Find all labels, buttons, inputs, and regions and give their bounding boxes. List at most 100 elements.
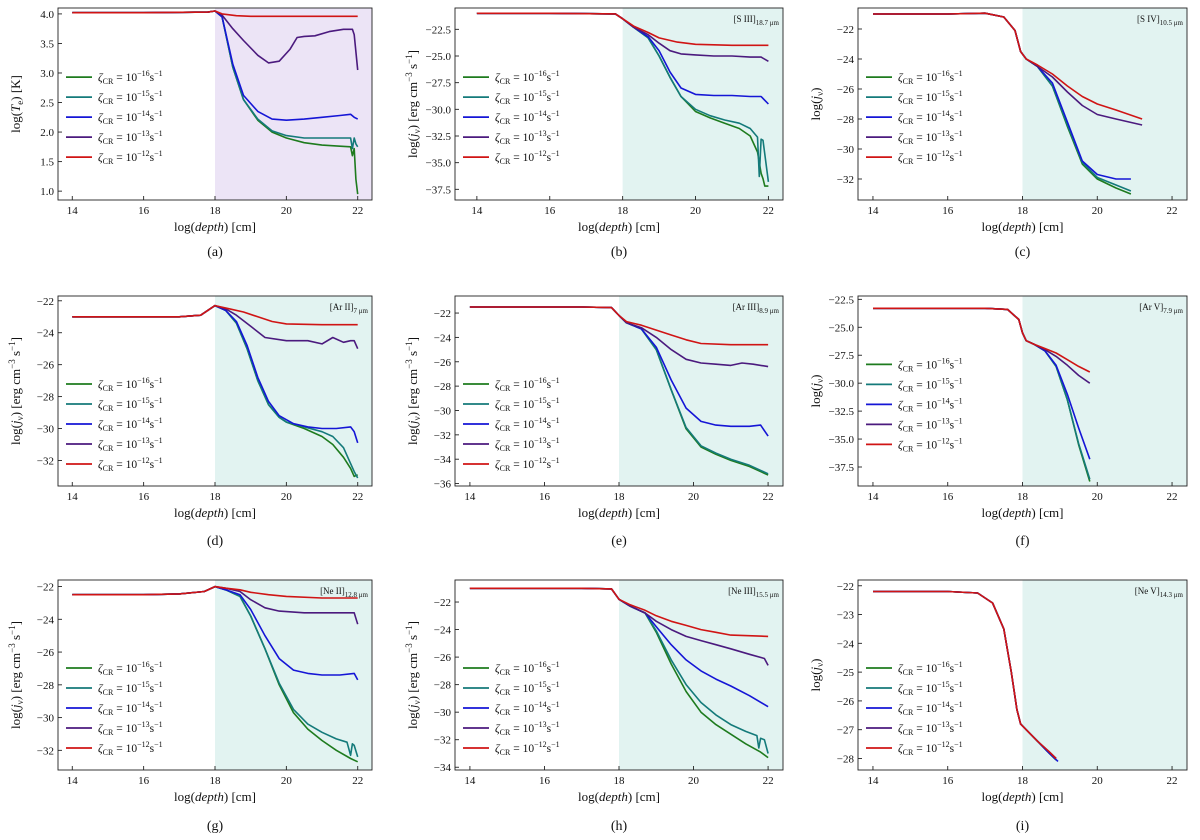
panel-letter: (b): [611, 245, 628, 260]
y-tick-label: −25.0: [829, 322, 855, 334]
emission-line-tag: [S IV]10.5 μm: [1137, 14, 1184, 27]
chart-panel-g: 14 16 18 20 22 −22 −24 −26 −28 −30 −32 log(depth) […: [7, 579, 373, 834]
y-tick-label: −25: [837, 667, 855, 679]
legend-label: ζCR = 10−13s−1: [898, 720, 963, 737]
shaded-region: [1022, 8, 1187, 200]
series-group: [469, 587, 769, 759]
legend-label: ζCR = 10−15s−1: [495, 396, 560, 413]
chart-panel-c: 14 16 18 20 22 −22 −24 −26 −28 −30 −32 log(depth) […: [808, 7, 1188, 260]
legend-label: ζCR = 10−16s−1: [898, 660, 963, 677]
x-tick-label: 14: [464, 491, 476, 503]
x-tick-label: 20: [690, 205, 702, 217]
series-line-12: [873, 590, 1057, 760]
x-tick-label: 22: [763, 491, 774, 503]
y-tick-label: −30: [37, 424, 55, 436]
x-tick-label: 18: [1017, 205, 1029, 217]
x-tick-label: 16: [942, 491, 954, 503]
legend-label: ζCR = 10−15s−1: [98, 89, 163, 106]
panel-letter: (g): [207, 819, 224, 834]
legend-label: ζCR = 10−13s−1: [495, 720, 560, 737]
y-tick-label: −26: [434, 357, 452, 369]
y-tick-label: −28: [37, 680, 55, 692]
y-tick-label: −32.5: [426, 131, 452, 143]
y-tick-label: −32: [37, 455, 54, 467]
y-tick-label: −22: [37, 582, 54, 594]
series-group: [873, 12, 1143, 195]
legend-label: ζCR = 10−13s−1: [98, 129, 163, 146]
y-tick-label: 3.0: [40, 68, 54, 80]
legend-label: ζCR = 10−14s−1: [98, 416, 163, 433]
chart-panel-i: 14 16 18 20 22 −22 −23 −24 −25 −26 −27 −28 log(depth…: [808, 579, 1188, 834]
legend-label: ζCR = 10−15s−1: [898, 376, 963, 393]
x-axis-label: log(depth) [cm]: [982, 789, 1064, 804]
panel-letter: (c): [1015, 245, 1031, 260]
x-tick-label: 18: [617, 205, 629, 217]
x-tick-label: 18: [210, 205, 222, 217]
legend-label: ζCR = 10−13s−1: [495, 129, 560, 146]
x-axis-label: log(depth) [cm]: [578, 505, 660, 520]
legend-label: ζCR = 10−14s−1: [495, 700, 560, 717]
x-axis-label: log(depth) [cm]: [174, 789, 256, 804]
legend-label: ζCR = 10−14s−1: [898, 109, 963, 126]
legend-label: ζCR = 10−16s−1: [98, 69, 163, 86]
panel-letter: (e): [611, 534, 627, 549]
y-axis-label: log(jν) [erg cm−3 s−1]: [404, 337, 422, 445]
y-tick-label: −22: [37, 296, 54, 308]
series-line-12: [72, 10, 358, 18]
emission-line-tag: [Ar III]8.9 μm: [733, 302, 780, 315]
y-tick-label: −35.0: [426, 158, 452, 170]
emission-line-tag: [Ne II]12.8 μm: [320, 586, 368, 599]
x-axis-label: log(depth) [cm]: [578, 789, 660, 804]
y-tick-label: −22: [837, 581, 854, 593]
series-line-12: [469, 306, 769, 346]
y-tick-label: −37.5: [426, 184, 452, 196]
x-tick-label: 14: [464, 775, 476, 787]
legend-label: ζCR = 10−15s−1: [98, 396, 163, 413]
chart-panel-b: 14 16 18 20 22 −22.5 −25.0 −27.5 −30.0 −32.5 −35.0…: [404, 7, 784, 260]
shaded-region: [1022, 580, 1187, 770]
panel-letter: (h): [611, 819, 628, 834]
panel-letter: (a): [207, 245, 223, 260]
x-tick-label: 20: [688, 775, 700, 787]
legend-label: ζCR = 10−16s−1: [98, 376, 163, 393]
plot-frame: [454, 7, 784, 201]
y-tick-label: −28: [37, 392, 55, 404]
x-tick-label: 18: [1017, 775, 1029, 787]
x-axis-label: log(depth) [cm]: [982, 219, 1064, 234]
x-tick-label: 22: [763, 205, 774, 217]
x-tick-label: 20: [1092, 205, 1104, 217]
y-tick-label: 3.5: [40, 38, 54, 50]
series-group: [873, 590, 1059, 762]
chart-panel-e: 14 16 18 20 22 −22 −24 −26 −28 −30 −32 −34 −36 log(de…: [404, 295, 784, 549]
y-tick-label: −30: [837, 144, 855, 156]
legend-label: ζCR = 10−14s−1: [898, 700, 963, 717]
legend-label: ζCR = 10−12s−1: [898, 149, 963, 166]
x-tick-label: 20: [281, 491, 293, 503]
y-tick-label: 4.0: [40, 9, 54, 21]
y-tick-label: −24: [434, 332, 452, 344]
y-tick-label: −32.5: [829, 406, 855, 418]
x-tick-label: 16: [138, 205, 150, 217]
series-line-12: [873, 307, 1091, 373]
shaded-region: [215, 580, 372, 770]
x-tick-label: 18: [210, 775, 222, 787]
y-tick-label: 1.5: [40, 157, 54, 169]
x-tick-label: 20: [281, 775, 293, 787]
x-tick-label: 16: [539, 491, 551, 503]
x-tick-label: 14: [867, 205, 879, 217]
x-tick-label: 22: [1167, 205, 1178, 217]
chart-panel-f: 14 16 18 20 22 −22.5 −25.0 −27.5 −30.0 −32.5 −35.0…: [808, 294, 1188, 549]
y-tick-label: 2.5: [40, 98, 54, 110]
y-axis-label: log(jν): [808, 88, 825, 121]
y-tick-label: −22.5: [829, 294, 855, 306]
y-tick-label: −34: [434, 762, 452, 774]
y-tick-label: −30.0: [426, 104, 452, 116]
legend-label: ζCR = 10−12s−1: [495, 149, 560, 166]
x-tick-label: 14: [867, 491, 879, 503]
y-tick-label: −36: [434, 479, 452, 491]
legend-label: ζCR = 10−14s−1: [98, 700, 163, 717]
x-tick-label: 20: [688, 491, 700, 503]
x-tick-label: 18: [210, 491, 222, 503]
y-tick-label: −27.5: [426, 78, 452, 90]
y-tick-label: −32: [434, 735, 451, 747]
